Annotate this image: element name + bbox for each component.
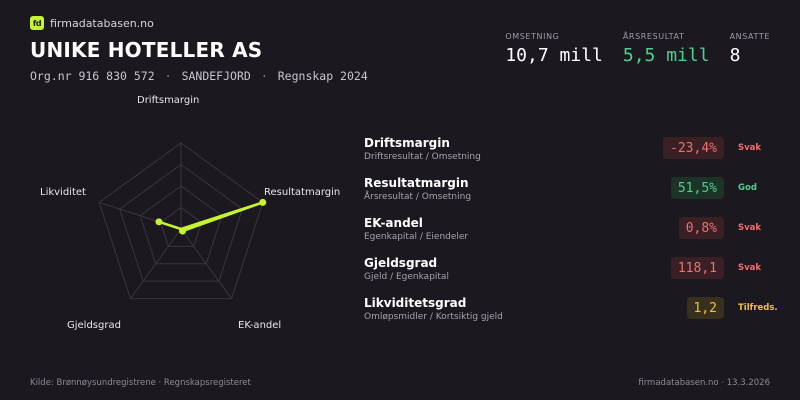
radar-axis-label: EK-andel <box>238 320 282 331</box>
metric-status: Svak <box>738 263 762 273</box>
radar-point <box>259 198 267 206</box>
metric-row: Resultatmargin Årsresultat / Omsetning 51,… <box>364 174 774 214</box>
metric-name: Resultatmargin <box>364 176 469 190</box>
kpi-value: 10,7 mill <box>505 45 603 66</box>
metrics-list: Driftsmargin Driftsresultat / Omsetning -2… <box>364 134 778 334</box>
metric-value: -23,4% <box>663 137 724 159</box>
metric-value: 1,2 <box>686 297 724 319</box>
company-name: UNIKE HOTELLER AS <box>30 38 263 62</box>
location: SANDEFJORD <box>181 69 251 83</box>
radar-axis-label: Driftsmargin <box>137 95 200 106</box>
radar-axis-label: Likviditet <box>40 187 86 198</box>
radar-series-shape <box>157 201 265 233</box>
radar-axis-label: Gjeldsgrad <box>67 320 121 331</box>
radar-axis-line <box>180 228 232 299</box>
separator: · <box>164 69 172 83</box>
kpi-employees: ANSATTE 8 <box>730 32 770 66</box>
metric-value: 51,5% <box>670 177 724 199</box>
kpi-label: ANSATTE <box>729 32 770 41</box>
company-meta: Org.nr 916 830 572 · SANDEFJORD · Regnsk… <box>30 69 368 83</box>
radar-grid-ring <box>139 185 223 265</box>
metric-status: Svak <box>738 143 762 153</box>
metric-formula: Egenkapital / Eiendeler <box>364 232 469 242</box>
site-date: firmadatabasen.no · 13.3.2026 <box>638 378 770 388</box>
metric-row: Driftsmargin Driftsresultat / Omsetning -2… <box>364 134 774 174</box>
metric-row: EK-andel Egenkapital / Eiendeler 0,8% Svak <box>364 214 774 254</box>
radar-grid-ring <box>98 142 264 300</box>
kpi-label: ÅRSRESULTAT <box>622 32 685 41</box>
metric-value: 0,8% <box>678 217 724 239</box>
radar-point <box>179 227 187 235</box>
kpi-revenue: OMSETNING 10,7 mill <box>505 32 603 66</box>
metric-value: 118,1 <box>670 257 724 279</box>
kpi-net-result: ÅRSRESULTAT 5,5 mill <box>623 32 710 66</box>
metric-row: Gjeldsgrad Gjeld / Egenkapital 118,1 Svak <box>364 254 774 294</box>
metric-status: Svak <box>738 223 762 233</box>
logo-icon: fd <box>30 16 44 30</box>
radar-axis-line <box>130 228 182 299</box>
metric-row: Likviditetsgrad Omløpsmidler / Kortsiktig… <box>364 294 778 334</box>
metric-formula: Omløpsmidler / Kortsiktig gjeld <box>364 312 503 322</box>
metric-status: Tilfreds. <box>738 303 778 313</box>
radar-point <box>155 218 163 226</box>
metric-name: Gjeldsgrad <box>364 256 438 270</box>
kpi-label: OMSETNING <box>505 32 560 41</box>
brand[interactable]: fd firmadatabasen.no <box>30 16 154 30</box>
radar-axis-label: Resultatmargin <box>264 187 341 198</box>
metric-formula: Gjeld / Egenkapital <box>364 272 449 282</box>
kpi-group: OMSETNING 10,7 mill ÅRSRESULTAT 5,5 mill… <box>505 32 770 66</box>
source-note: Kilde: Brønnøysundregistrene · Regnskaps… <box>30 378 251 388</box>
brand-name: firmadatabasen.no <box>50 16 154 30</box>
metric-formula: Driftsresultat / Omsetning <box>364 152 481 162</box>
accounting-period: Regnskap 2024 <box>277 69 368 83</box>
radar-grid-ring <box>119 163 243 282</box>
metric-name: Driftsmargin <box>364 136 450 150</box>
kpi-value: 8 <box>729 45 741 66</box>
metric-name: Likviditetsgrad <box>364 296 467 310</box>
metric-status: God <box>738 183 757 193</box>
metric-name: EK-andel <box>364 216 423 230</box>
metric-formula: Årsresultat / Omsetning <box>364 192 472 202</box>
radar-grid-ring <box>159 206 203 247</box>
kpi-value: 5,5 mill <box>622 45 710 66</box>
radar-chart <box>98 142 267 300</box>
org-number: Org.nr 916 830 572 <box>30 69 155 83</box>
separator: · <box>260 69 268 83</box>
